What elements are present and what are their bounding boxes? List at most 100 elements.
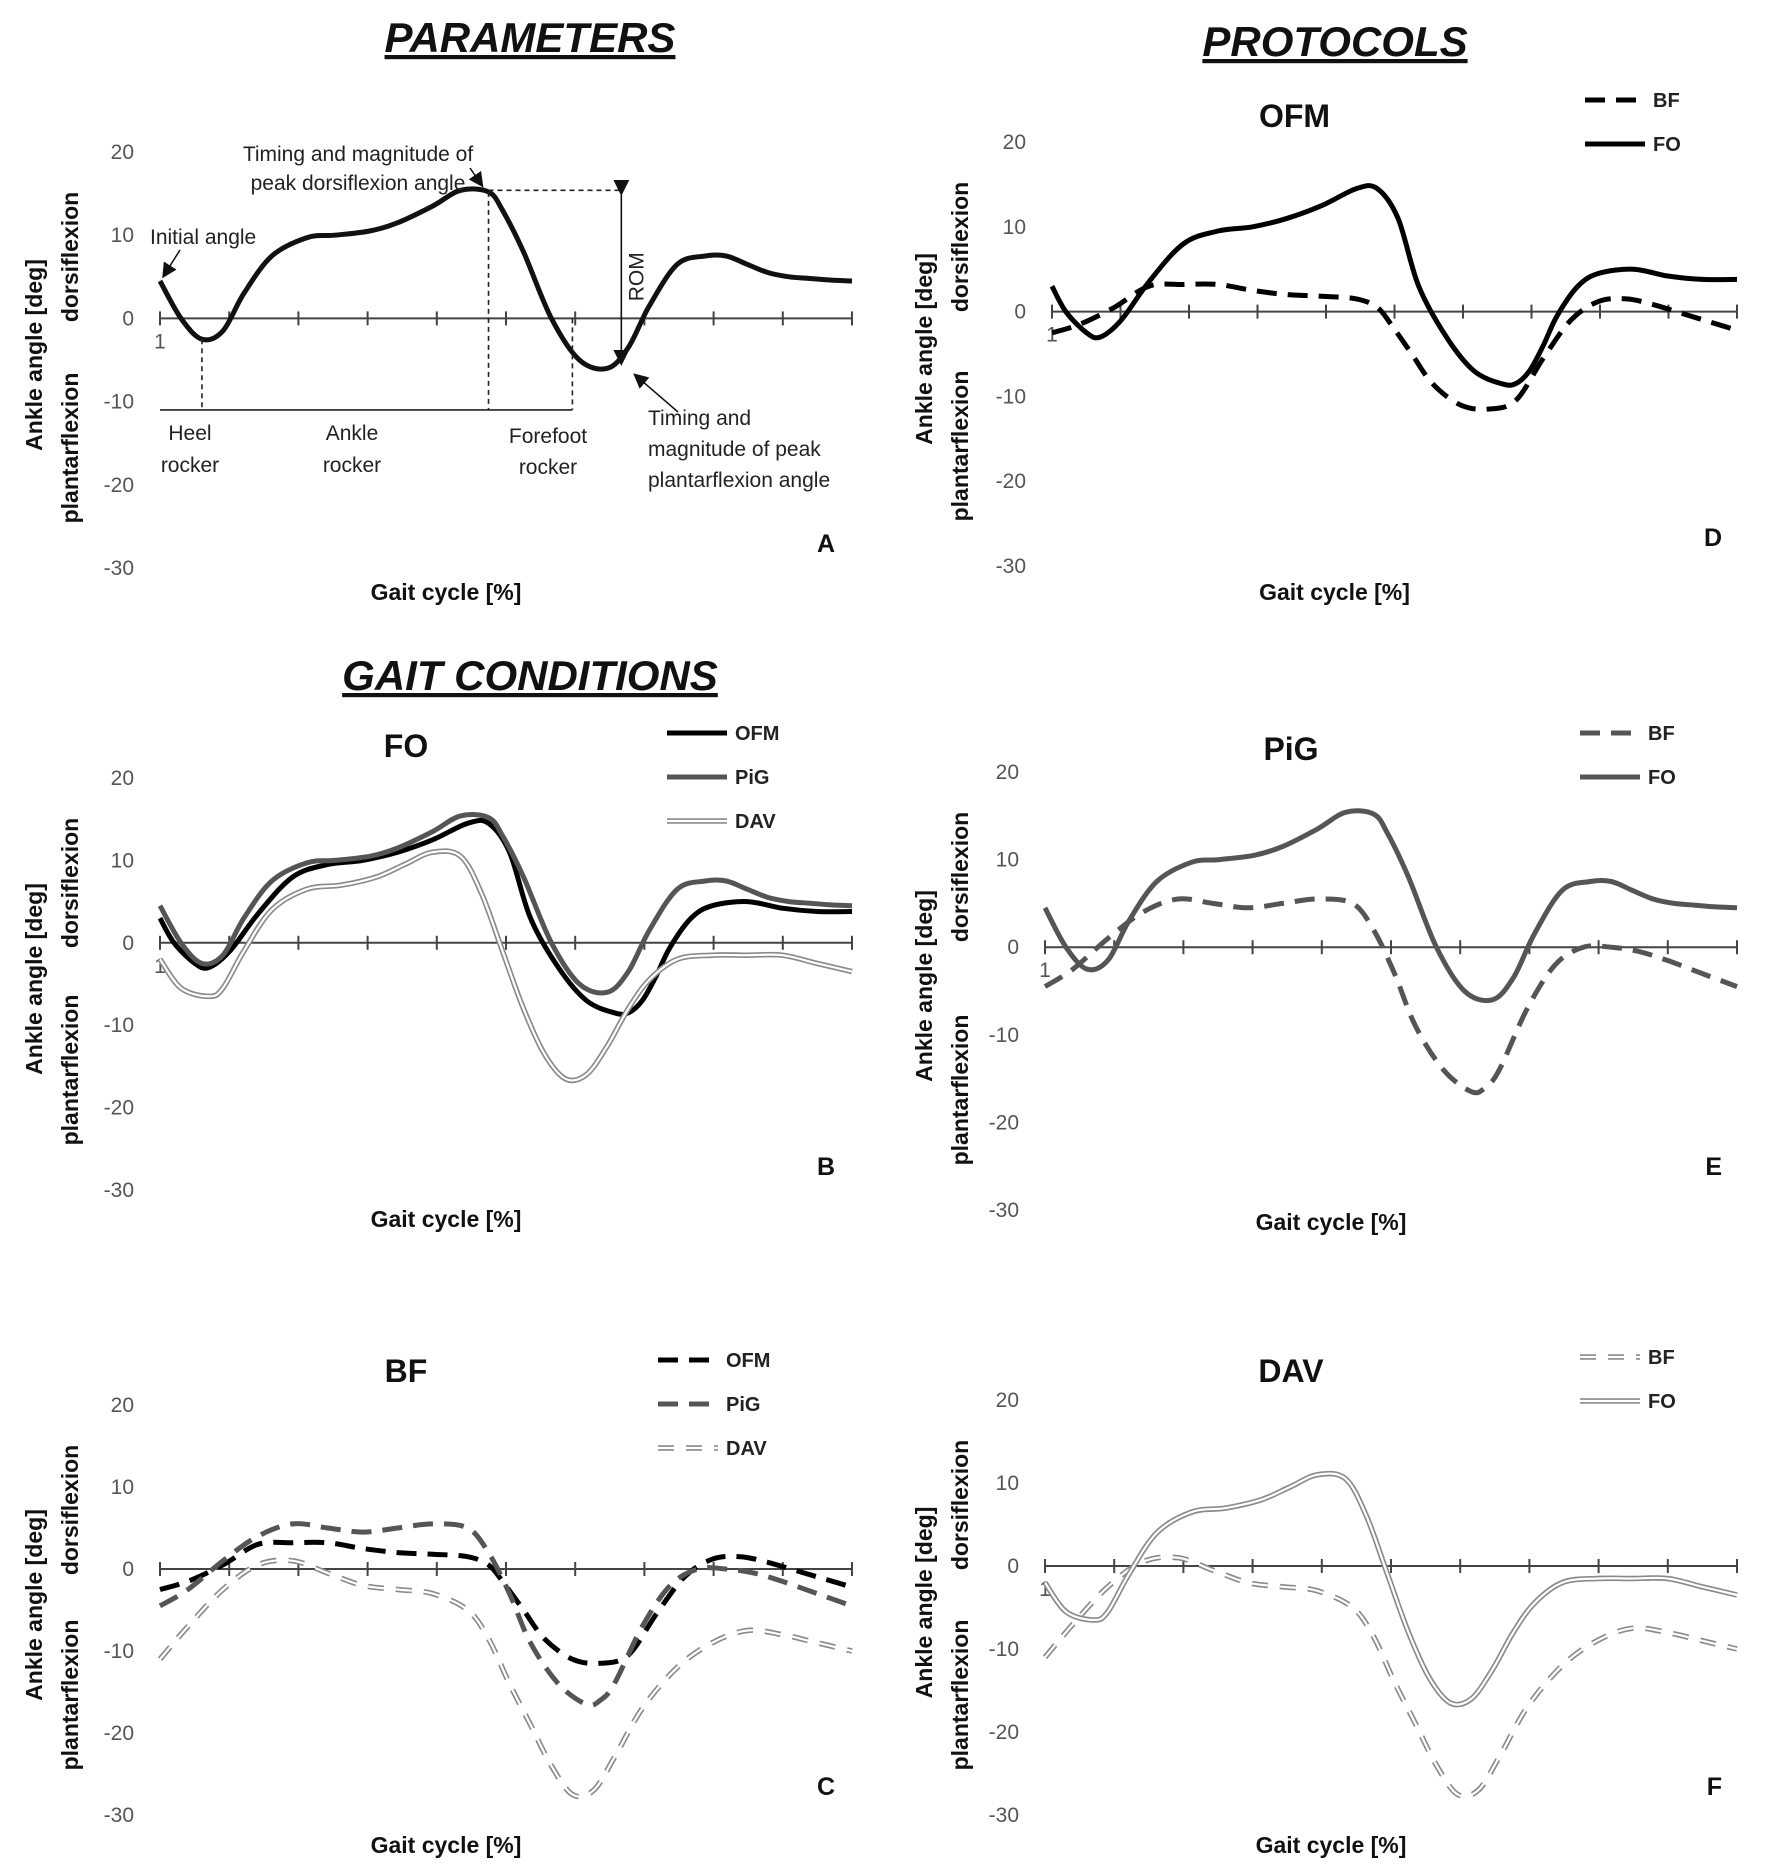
y-tick-label: -10 — [989, 1638, 1019, 1661]
legend-item-fo: FO — [1580, 767, 1676, 789]
y-tick-label: 10 — [111, 849, 134, 872]
y-tick-label: -20 — [989, 1721, 1019, 1744]
legend-item-dav: DAV — [667, 811, 776, 833]
y-axis-label: Ankle angle [deg] — [21, 1509, 47, 1701]
y-axis-label-dorsiflexion: dorsiflexion — [57, 192, 83, 322]
y-axis-label-plantarflexion: plantarflexion — [57, 1620, 83, 1771]
chart-panel-e: 1 20 10 0 -10 -20 -30 Ankle angle [deg] dorsifle… — [911, 723, 1738, 1235]
series-line-pig — [157, 812, 853, 996]
initial-angle-label: Initial angle — [150, 226, 256, 249]
legend-item-pig: PiG — [658, 1394, 760, 1416]
initial-angle-arrow — [162, 249, 181, 279]
y-tick-label: -30 — [104, 1804, 134, 1827]
y-tick-label: -30 — [996, 555, 1026, 578]
legend-item-ofm: OFM — [667, 723, 779, 745]
legend-label: PiG — [735, 767, 769, 789]
chart-panel-f: 1 20 10 0 -10 -20 -30 Ankle angle [deg] dorsifle… — [911, 1347, 1738, 1858]
legend-label: PiG — [726, 1394, 760, 1416]
x-axis-label: Gait cycle [%] — [1256, 1832, 1407, 1858]
y-tick-label: -20 — [104, 1097, 134, 1120]
chart-panel-b: 1 20 10 0 -10 -20 -30 Ankle angle [deg] dorsifle… — [21, 723, 853, 1232]
peak-df-label-line2: peak dorsiflexion angle — [251, 172, 466, 195]
y-tick-label: 20 — [996, 1389, 1019, 1412]
y-tick-label: 0 — [122, 307, 134, 330]
legend-item-bf: BF — [1580, 723, 1675, 745]
legend-item-bf: BF — [1585, 90, 1680, 112]
y-axis-label-plantarflexion: plantarflexion — [57, 373, 83, 524]
chart-panel-c: 20 10 0 -10 -20 -30 Ankle angle [deg] dorsiflex… — [21, 1350, 853, 1858]
rom-label: ROM — [625, 252, 648, 301]
x-axis-label: Gait cycle [%] — [371, 1206, 522, 1232]
y-axis-label-dorsiflexion: dorsiflexion — [947, 182, 973, 312]
legend-item-bf: BF — [1580, 1347, 1675, 1369]
series-line-fo — [1042, 808, 1738, 1004]
y-tick-label: 10 — [111, 1476, 134, 1499]
y-tick-label: -10 — [104, 391, 134, 414]
legend-label: FO — [1653, 134, 1681, 156]
y-tick-label: -20 — [104, 474, 134, 497]
series-line-dav — [157, 848, 853, 1084]
y-tick-label: -10 — [104, 1640, 134, 1663]
heel-rocker-label-line1: Heel — [168, 422, 211, 445]
chart-title: DAV — [1258, 1353, 1324, 1389]
chart-title: BF — [385, 1353, 428, 1389]
series-line-fo — [157, 186, 853, 372]
panel-label: C — [817, 1773, 835, 1801]
y-tick-label: 20 — [111, 141, 134, 164]
y-axis-label-dorsiflexion: dorsiflexion — [57, 818, 83, 948]
legend-item-fo: FO — [1585, 134, 1681, 156]
legend-label: DAV — [735, 811, 776, 833]
legend-item-fo: FO — [1580, 1391, 1676, 1413]
y-tick-label: 20 — [111, 767, 134, 790]
legend-item-dav: DAV — [658, 1438, 767, 1460]
legend-label: DAV — [726, 1438, 767, 1460]
peak-pf-arrow — [633, 373, 679, 413]
legend-label: FO — [1648, 767, 1676, 789]
legend-label: FO — [1648, 1391, 1676, 1413]
series-line-dav — [157, 1557, 853, 1800]
y-tick-label: 0 — [122, 932, 134, 955]
y-axis-label: Ankle angle [deg] — [911, 890, 937, 1082]
legend-item-ofm: OFM — [658, 1350, 770, 1372]
y-tick-label: -10 — [996, 385, 1026, 408]
y-tick-label: 0 — [1007, 1555, 1019, 1578]
panel-label: F — [1707, 1773, 1722, 1801]
y-tick-label: -10 — [989, 1024, 1019, 1047]
ankle-rocker-label-line1: Ankle — [326, 422, 379, 445]
y-tick-label: 0 — [122, 1558, 134, 1581]
chart-title: FO — [384, 728, 428, 764]
x-axis-label: Gait cycle [%] — [1259, 579, 1410, 605]
x-tick-label: 1 — [1039, 1578, 1051, 1601]
y-tick-label: 20 — [1003, 131, 1026, 154]
legend-label: OFM — [726, 1350, 770, 1372]
y-axis-label: Ankle angle [deg] — [911, 253, 937, 445]
y-tick-label: -30 — [104, 557, 134, 580]
y-tick-label: -30 — [104, 1179, 134, 1202]
y-tick-label: 20 — [996, 761, 1019, 784]
y-tick-label: -10 — [104, 1014, 134, 1037]
peak-df-arrow — [468, 167, 484, 188]
forefoot-rocker-label-line2: rocker — [519, 456, 577, 479]
ankle-rocker-label-line2: rocker — [323, 454, 381, 477]
legend-label: BF — [1648, 723, 1675, 745]
y-tick-label: -20 — [989, 1111, 1019, 1134]
chart-panel-a: 1 20 10 0 -10 -20 -30 Ankle angle [deg] dorsifle… — [21, 141, 853, 605]
y-axis-label-plantarflexion: plantarflexion — [57, 995, 83, 1146]
x-axis-label: Gait cycle [%] — [371, 579, 522, 605]
series-line-bf — [1042, 1554, 1738, 1800]
chart-title: OFM — [1259, 98, 1330, 134]
legend-label: BF — [1653, 90, 1680, 112]
y-tick-label: 10 — [1003, 216, 1026, 239]
x-tick-label: 1 — [1039, 959, 1051, 982]
chart-panel-d: 1 20 10 0 -10 -20 -30 Ankle angle [deg] dorsifle… — [911, 90, 1738, 605]
legend-item-pig: PiG — [667, 767, 769, 789]
y-tick-label: 10 — [111, 224, 134, 247]
series-line-fo — [1049, 183, 1738, 388]
x-tick-label: 1 — [154, 955, 166, 978]
y-axis-label: Ankle angle [deg] — [21, 883, 47, 1075]
y-tick-label: -20 — [104, 1722, 134, 1745]
panel-label: B — [817, 1153, 835, 1181]
forefoot-rocker-label-line1: Forefoot — [509, 425, 587, 448]
y-tick-label: -30 — [989, 1804, 1019, 1827]
peak-pf-label-line2: magnitude of peak — [648, 438, 821, 461]
